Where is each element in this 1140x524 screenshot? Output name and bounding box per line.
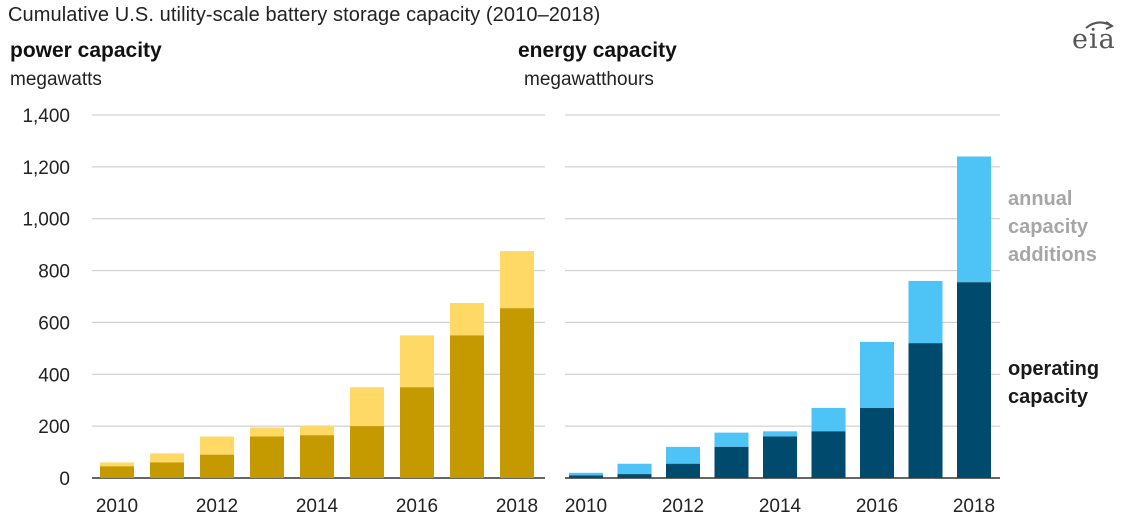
power-x-tick-label: 2016 <box>396 496 438 517</box>
power-bar-operating-2012 <box>200 454 234 478</box>
y-tick-label: 200 <box>38 417 70 438</box>
power-bar-operating-2013 <box>250 436 284 478</box>
power-bar-additions-2017 <box>450 302 484 336</box>
power-bar-additions-2014 <box>300 426 334 436</box>
energy-bar-operating-2014 <box>763 436 797 478</box>
energy-unit-label: megawatthours <box>524 69 654 90</box>
y-tick-label: 1,000 <box>22 210 70 231</box>
y-tick-label: 0 <box>59 469 70 490</box>
logo-text: eia <box>1072 24 1116 55</box>
energy-bar-operating-2017 <box>908 343 943 478</box>
energy-bar-additions-2018 <box>957 156 991 283</box>
y-tick-label: 800 <box>38 262 70 283</box>
y-tick-label: 1,200 <box>22 158 70 179</box>
power-x-tick-label: 2014 <box>296 496 339 517</box>
legend-additions-label: annual <box>1008 188 1072 210</box>
legend-additions-label: additions <box>1008 244 1097 266</box>
energy-panel-title: energy capacity <box>518 39 677 62</box>
energy-bar-operating-2010 <box>569 475 603 478</box>
energy-bar-additions-2014 <box>763 431 797 437</box>
y-tick-label: 600 <box>38 313 70 334</box>
energy-bar-additions-2017 <box>908 280 943 344</box>
energy-x-tick-label: 2016 <box>856 496 898 517</box>
power-bar-additions-2016 <box>400 335 434 388</box>
energy-bar-operating-2015 <box>811 431 846 478</box>
energy-bar-operating-2013 <box>714 446 749 478</box>
energy-bar-additions-2015 <box>811 407 846 432</box>
power-bar-operating-2011 <box>150 462 184 478</box>
power-bar-additions-2013 <box>250 427 284 437</box>
power-bar-additions-2015 <box>350 387 384 427</box>
energy-bar-additions-2016 <box>860 341 894 408</box>
energy-bar-additions-2012 <box>666 446 700 464</box>
energy-x-tick-label: 2010 <box>565 496 607 517</box>
power-bar-additions-2012 <box>200 436 234 455</box>
energy-x-tick-label: 2012 <box>662 496 704 517</box>
power-bar-additions-2018 <box>500 251 534 309</box>
power-bar-operating-2015 <box>350 426 384 478</box>
energy-bar-operating-2016 <box>860 407 894 478</box>
power-bar-operating-2016 <box>400 387 434 478</box>
power-bar-operating-2017 <box>450 335 484 478</box>
energy-bar-additions-2011 <box>617 463 652 475</box>
power-x-tick-label: 2018 <box>496 496 538 517</box>
legend-additions-label: capacity <box>1008 216 1089 238</box>
power-bar-additions-2011 <box>150 453 184 463</box>
power-bar-operating-2014 <box>300 435 334 478</box>
energy-x-tick-label: 2014 <box>759 496 802 517</box>
energy-x-tick-label: 2018 <box>953 496 995 517</box>
y-tick-label: 400 <box>38 365 70 386</box>
eia-logo: eia <box>1072 18 1120 55</box>
legend-operating-label: capacity <box>1008 386 1089 408</box>
energy-bar-additions-2013 <box>714 432 749 447</box>
legend-operating-label: operating <box>1008 358 1099 380</box>
energy-bar-operating-2018 <box>957 282 991 478</box>
y-tick-label: 1,400 <box>22 106 70 127</box>
energy-bar-operating-2012 <box>666 463 700 478</box>
chart-title: Cumulative U.S. utility-scale battery st… <box>8 4 601 26</box>
logo-arc <box>1085 21 1114 30</box>
energy-bar-operating-2011 <box>617 474 652 478</box>
power-x-tick-label: 2012 <box>196 496 238 517</box>
energy-bar-additions-2010 <box>569 472 603 476</box>
power-bar-additions-2010 <box>100 462 134 467</box>
power-panel-title: power capacity <box>10 39 162 62</box>
power-bar-operating-2018 <box>500 308 534 478</box>
power-unit-label: megawatts <box>10 69 102 90</box>
power-x-tick-label: 2010 <box>96 496 138 517</box>
power-bar-operating-2010 <box>100 466 134 478</box>
